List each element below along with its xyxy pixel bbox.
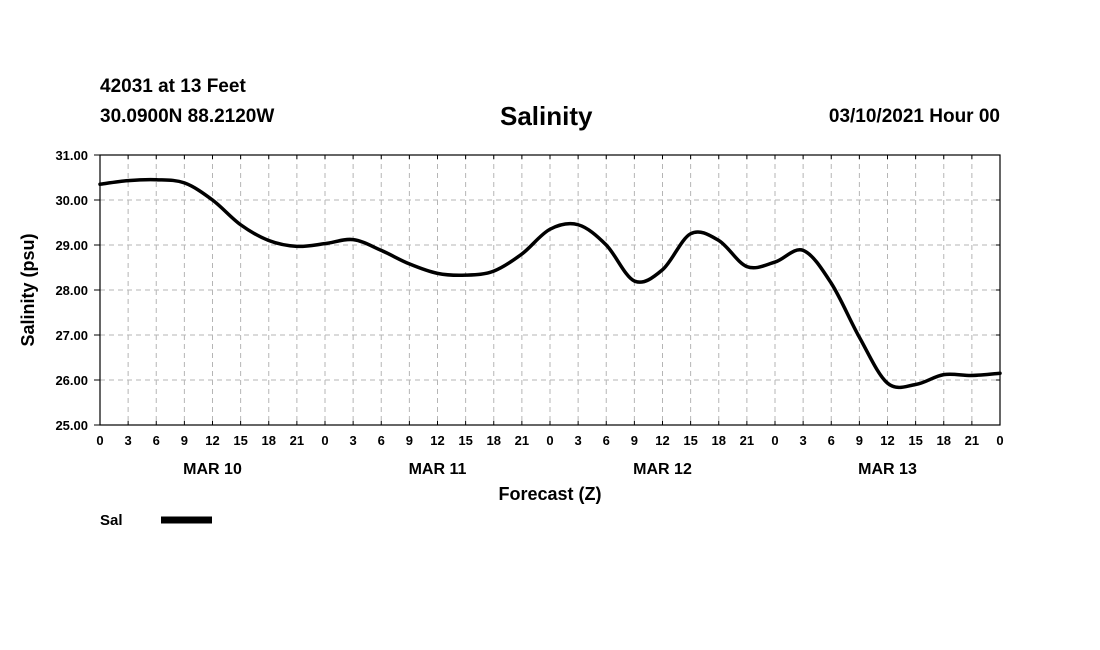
x-axis-title: Forecast (Z) [498, 484, 601, 504]
series-line-sal [98, 177, 1002, 390]
x-tick-label: 15 [233, 433, 247, 448]
x-tick-label: 21 [740, 433, 754, 448]
y-tick-label: 26.00 [55, 373, 88, 388]
x-tick-label: 21 [290, 433, 304, 448]
x-tick-label: 3 [350, 433, 357, 448]
x-tick-label: 12 [655, 433, 669, 448]
x-tick-label: 9 [406, 433, 413, 448]
x-tick-labels: 0 3 6 9 12 15 18 21 0 3 6 9 12 15 18 21 0 3 6 9 12 15 18 21 0 3 6 9… [96, 433, 1003, 448]
x-tick-label: 0 [996, 433, 1003, 448]
x-tick-label: 0 [96, 433, 103, 448]
x-tick-label: 15 [683, 433, 697, 448]
chart-title: Salinity [500, 101, 593, 131]
x-tick-label: 6 [603, 433, 610, 448]
x-tick-label: 3 [800, 433, 807, 448]
x-tick-label: 3 [125, 433, 132, 448]
x-tick-label: 0 [771, 433, 778, 448]
x-tick-label: 15 [458, 433, 472, 448]
x-tick-label: 0 [546, 433, 553, 448]
y-tick-labels: 25.00 26.00 27.00 28.00 29.00 30.00 31.00 [55, 148, 88, 433]
x-tick-label: 21 [965, 433, 979, 448]
y-tick-label: 25.00 [55, 418, 88, 433]
x-tick-label: 9 [856, 433, 863, 448]
day-labels: MAR 10 MAR 11 MAR 12 MAR 13 [183, 461, 917, 478]
x-tick-label: 18 [712, 433, 726, 448]
x-tick-label: 9 [631, 433, 638, 448]
x-tick-label: 18 [262, 433, 276, 448]
x-tick-label: 12 [205, 433, 219, 448]
x-tick-label: 6 [378, 433, 385, 448]
run-time-label: 03/10/2021 Hour 00 [828, 106, 1000, 127]
day-label: MAR 12 [633, 461, 692, 478]
day-label: MAR 10 [183, 461, 242, 478]
x-tick-label: 12 [880, 433, 894, 448]
coordinates-label: 30.0900N 88.2120W [100, 106, 275, 127]
x-tick-label: 15 [908, 433, 922, 448]
x-tick-label: 18 [487, 433, 501, 448]
day-label: MAR 13 [858, 461, 917, 478]
y-tick-label: 27.00 [55, 328, 88, 343]
legend-label-sal: Sal [100, 512, 123, 529]
y-tick-label: 30.00 [55, 193, 88, 208]
x-tick-label: 3 [575, 433, 582, 448]
y-axis-title: Salinity (psu) [18, 233, 38, 346]
x-tick-label: 0 [321, 433, 328, 448]
x-tick-label: 12 [430, 433, 444, 448]
x-tick-label: 21 [515, 433, 529, 448]
axis-ticks [94, 154, 1001, 426]
day-label: MAR 11 [409, 461, 467, 478]
legend: Sal [100, 512, 212, 529]
grid-lines [100, 155, 1000, 425]
y-tick-label: 28.00 [55, 283, 88, 298]
x-tick-label: 9 [181, 433, 188, 448]
x-tick-label: 6 [153, 433, 160, 448]
y-tick-label: 31.00 [55, 148, 88, 163]
y-tick-label: 29.00 [55, 238, 88, 253]
x-tick-label: 6 [828, 433, 835, 448]
x-tick-label: 18 [937, 433, 951, 448]
station-label: 42031 at 13 Feet [100, 76, 246, 97]
